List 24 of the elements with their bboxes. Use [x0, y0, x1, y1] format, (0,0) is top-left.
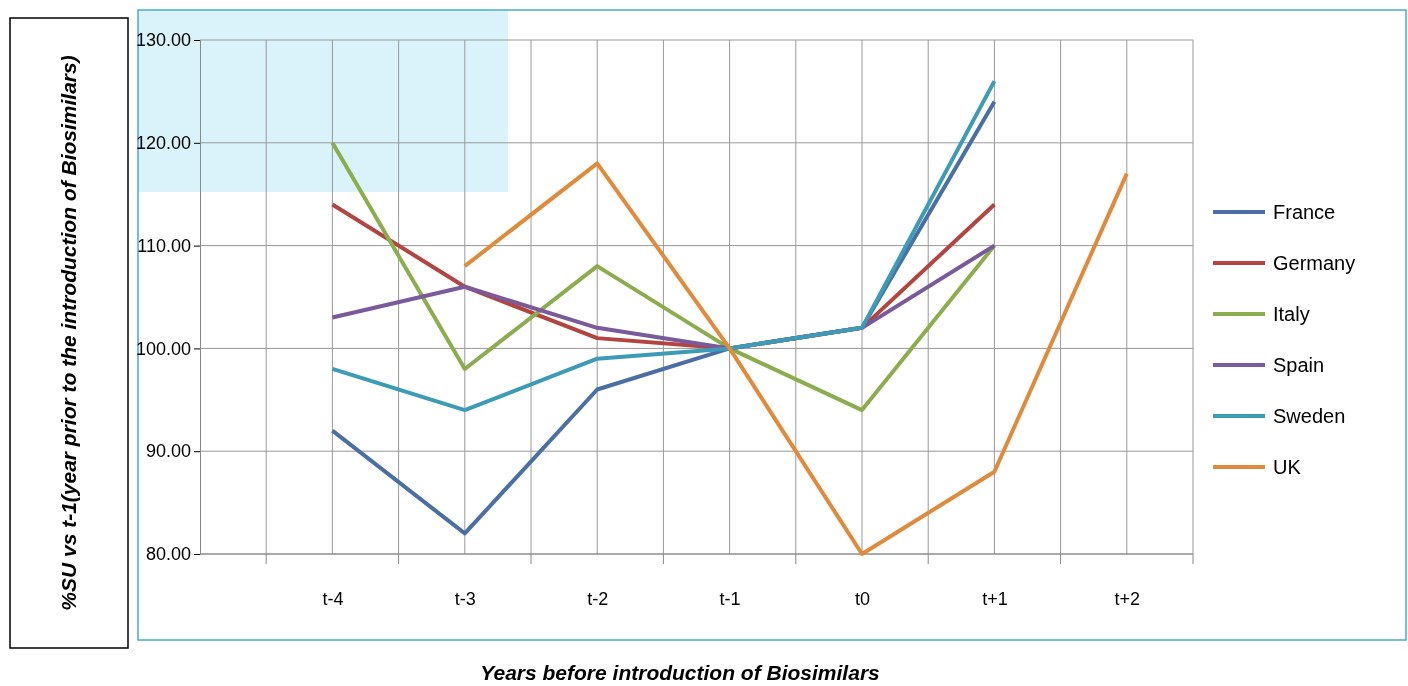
- x-axis-title: Years before introduction of Biosimilars: [480, 661, 880, 684]
- y-tick-label: 120.00: [135, 133, 191, 154]
- legend-label: Italy: [1273, 303, 1310, 325]
- x-tick-label: t-2: [587, 588, 609, 609]
- legend-label: Germany: [1273, 252, 1356, 274]
- line-series: [330, 79, 997, 413]
- y-tick-label: 110.00: [137, 235, 191, 256]
- x-tick-label: t-1: [719, 588, 741, 609]
- legend-label: Spain: [1273, 354, 1325, 376]
- x-tick-label: t-3: [454, 588, 476, 609]
- legend-label: France: [1273, 201, 1336, 223]
- x-tick-label: t0: [854, 588, 871, 609]
- x-tick-label: t-4: [322, 588, 344, 609]
- y-tick-label: 90.00: [145, 441, 191, 462]
- y-tick-label: 80.00: [145, 544, 191, 565]
- y-tick-label: 100.00: [135, 338, 191, 359]
- line-series: [330, 140, 997, 413]
- legend-label: Sweden: [1273, 405, 1346, 427]
- line-series: [462, 161, 1129, 556]
- y-axis-title: %SU vs t-1(year prior to the introduction of Biosimilars): [57, 55, 80, 611]
- x-tick-label: t+2: [1114, 588, 1141, 609]
- y-tick-label: 130.00: [135, 30, 191, 51]
- x-tick-label: t+1: [982, 588, 1008, 609]
- legend-label: UK: [1273, 456, 1302, 478]
